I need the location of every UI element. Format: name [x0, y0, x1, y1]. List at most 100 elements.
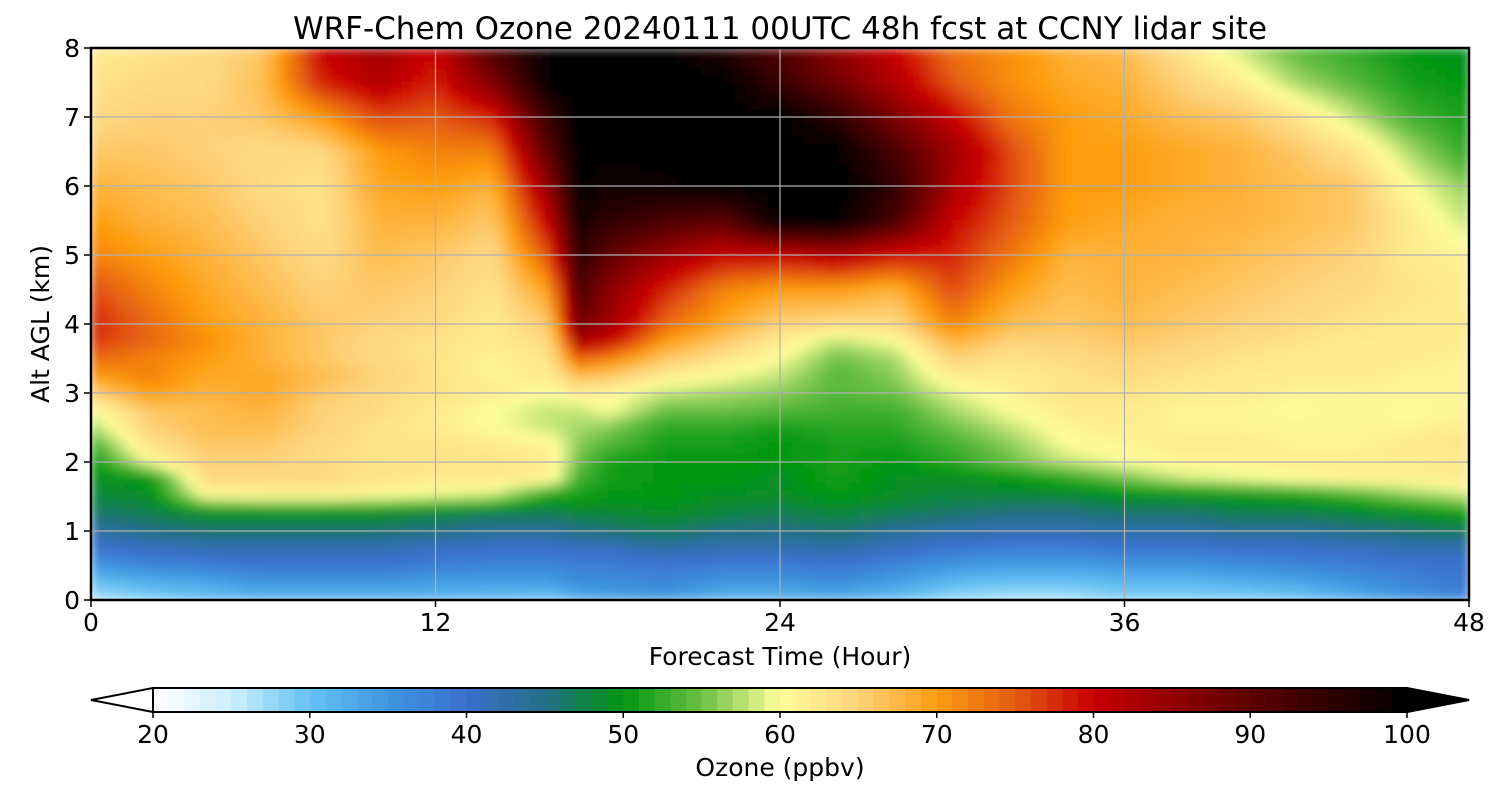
- heatmap-cell: [975, 123, 988, 132]
- heatmap-cell: [630, 199, 644, 208]
- heatmap-cell: [1434, 151, 1447, 160]
- heatmap-cell: [630, 220, 644, 229]
- heatmap-cell: [159, 82, 173, 91]
- heatmap-cell: [240, 227, 253, 236]
- heatmap-cell: [917, 123, 931, 132]
- heatmap-cell: [1147, 255, 1160, 263]
- heatmap-cell: [136, 282, 150, 291]
- heatmap-cell: [1331, 296, 1344, 305]
- heatmap-cell: [1170, 310, 1183, 318]
- heatmap-cell: [228, 289, 242, 298]
- heatmap-cell: [538, 289, 552, 298]
- heatmap-cell: [1135, 261, 1149, 270]
- heatmap-cell: [1457, 234, 1469, 243]
- heatmap-cell: [263, 172, 276, 180]
- heatmap-cell: [125, 151, 138, 160]
- heatmap-cell: [630, 248, 644, 256]
- heatmap-cell: [538, 275, 552, 284]
- heatmap-cell: [1216, 68, 1229, 77]
- heatmap-cell: [1021, 310, 1034, 318]
- heatmap-cell: [883, 192, 896, 201]
- heatmap-cell: [515, 310, 529, 318]
- heatmap-cell: [1044, 158, 1057, 167]
- heatmap-cell: [1446, 137, 1459, 146]
- heatmap-cell: [355, 137, 368, 146]
- heatmap-cell: [492, 165, 506, 174]
- heatmap-cell: [688, 268, 701, 277]
- heatmap-cell: [1147, 317, 1160, 325]
- heatmap-cell: [998, 172, 1011, 180]
- heatmap-cell: [1262, 89, 1275, 98]
- heatmap-cell: [1446, 206, 1459, 215]
- heatmap-cell: [607, 144, 621, 153]
- heatmap-cell: [446, 206, 460, 215]
- heatmap-cell: [1067, 179, 1080, 187]
- heatmap-cell: [1377, 317, 1390, 325]
- heatmap-cell: [171, 96, 184, 105]
- heatmap-cell: [952, 165, 965, 174]
- heatmap-cell: [860, 130, 873, 139]
- heatmap-cell: [378, 137, 391, 146]
- heatmap-cell: [986, 324, 1000, 332]
- heatmap-cell: [251, 317, 265, 325]
- heatmap-cell: [711, 96, 724, 105]
- heatmap-cell: [125, 96, 138, 105]
- heatmap-cell: [424, 123, 437, 132]
- heatmap-cell: [1388, 248, 1401, 256]
- heatmap-cell: [711, 303, 724, 312]
- heatmap-cell: [699, 54, 712, 63]
- heatmap-cell: [1250, 241, 1264, 249]
- heatmap-cell: [1365, 261, 1379, 270]
- heatmap-cell: [1032, 123, 1046, 132]
- heatmap-cell: [929, 75, 942, 84]
- heatmap-cell: [1227, 172, 1241, 180]
- heatmap-cell: [1021, 54, 1034, 63]
- heatmap-cell: [355, 220, 368, 229]
- heatmap-cell: [91, 117, 104, 125]
- heatmap-cell: [1227, 227, 1241, 236]
- heatmap-cell: [607, 158, 621, 167]
- heatmap-cell: [871, 61, 885, 70]
- heatmap-cell: [1354, 324, 1367, 332]
- heatmap-cell: [1021, 75, 1034, 84]
- heatmap-cell: [1331, 151, 1344, 160]
- heatmap-cell: [205, 75, 219, 84]
- heatmap-cell: [286, 165, 299, 174]
- heatmap-cell: [1423, 158, 1436, 167]
- heatmap-cell: [676, 89, 690, 98]
- heatmap-cell: [389, 310, 402, 318]
- heatmap-cell: [492, 213, 506, 222]
- heatmap-cell: [469, 123, 483, 132]
- heatmap-cell: [1331, 123, 1344, 132]
- heatmap-cell: [1032, 317, 1046, 325]
- heatmap-cell: [573, 89, 586, 98]
- heatmap-cell: [401, 261, 414, 270]
- heatmap-cell: [148, 61, 161, 70]
- heatmap-cell: [906, 89, 919, 98]
- heatmap-cell: [1388, 137, 1401, 146]
- heatmap-cell: [492, 220, 506, 229]
- heatmap-cell: [378, 75, 391, 84]
- heatmap-cell: [469, 151, 483, 160]
- heatmap-cell: [929, 296, 942, 305]
- heatmap-cell: [561, 296, 575, 305]
- heatmap-cell: [378, 296, 391, 305]
- heatmap-cell: [458, 213, 471, 222]
- heatmap-cell: [355, 199, 368, 208]
- heatmap-cell: [297, 220, 311, 229]
- heatmap-cell: [389, 68, 402, 77]
- heatmap-cell: [1032, 110, 1046, 118]
- heatmap-cell: [1135, 172, 1149, 180]
- heatmap-cell: [780, 179, 793, 187]
- heatmap-cell: [1032, 68, 1046, 77]
- heatmap-cell: [1135, 234, 1149, 243]
- heatmap-cell: [1342, 220, 1356, 229]
- heatmap-cell: [446, 151, 460, 160]
- heatmap-cell: [1365, 61, 1379, 70]
- heatmap-cell: [722, 96, 735, 105]
- heatmap-cell: [665, 282, 678, 291]
- heatmap-cell: [91, 227, 104, 236]
- heatmap-cell: [504, 227, 517, 236]
- heatmap-cell: [1216, 96, 1229, 105]
- heatmap-cell: [1113, 172, 1126, 180]
